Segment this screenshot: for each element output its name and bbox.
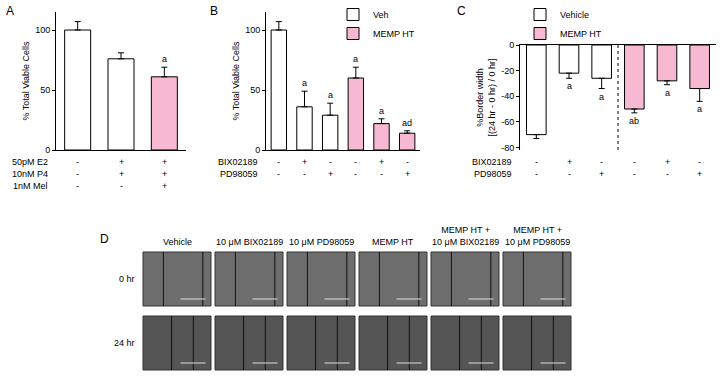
svg-text:MEMP HT: MEMP HT xyxy=(372,237,414,247)
svg-text:-: - xyxy=(354,169,357,179)
svg-text:MEMP HT: MEMP HT xyxy=(560,29,602,39)
svg-text:+: + xyxy=(162,169,167,179)
svg-text:+: + xyxy=(379,157,384,167)
svg-text:+: + xyxy=(697,169,702,179)
svg-text:a: a xyxy=(328,90,333,100)
svg-text:-: - xyxy=(535,169,538,179)
svg-text:PD98059: PD98059 xyxy=(220,169,258,179)
svg-text:-: - xyxy=(633,157,636,167)
svg-text:+: + xyxy=(162,181,167,191)
svg-text:-: - xyxy=(354,157,357,167)
svg-text:Vehicle: Vehicle xyxy=(560,10,589,20)
svg-text:% Total Viable Cells: % Total Viable Cells xyxy=(231,41,241,121)
svg-text:-: - xyxy=(600,157,603,167)
svg-text:+: + xyxy=(405,169,410,179)
svg-text:100: 100 xyxy=(35,25,50,35)
svg-text:+: + xyxy=(599,169,604,179)
svg-text:A: A xyxy=(6,4,14,18)
svg-text:50: 50 xyxy=(250,85,260,95)
svg-text:-20: -20 xyxy=(501,66,514,76)
svg-text:a: a xyxy=(599,92,604,102)
svg-text:100: 100 xyxy=(245,25,260,35)
svg-text:a: a xyxy=(353,54,358,64)
svg-text:ad: ad xyxy=(402,118,412,128)
svg-text:PD98059: PD98059 xyxy=(474,169,512,179)
svg-text:-40: -40 xyxy=(501,91,514,101)
svg-text:+: + xyxy=(119,157,124,167)
svg-text:10 μM BIX02189: 10 μM BIX02189 xyxy=(216,237,283,247)
svg-text:-: - xyxy=(329,157,332,167)
svg-text:a: a xyxy=(379,106,384,116)
svg-text:0: 0 xyxy=(255,145,260,155)
svg-text:% Total Viable Cells: % Total Viable Cells xyxy=(21,41,31,121)
svg-text:24 hr: 24 hr xyxy=(114,338,135,348)
svg-text:BIX02189: BIX02189 xyxy=(218,157,258,167)
svg-text:MEMP HT +10 μM BIX02189: MEMP HT +10 μM BIX02189 xyxy=(432,225,499,247)
svg-text:a: a xyxy=(665,88,670,98)
svg-text:+: + xyxy=(567,157,572,167)
svg-text:-60: -60 xyxy=(501,117,514,127)
svg-text:-: - xyxy=(406,157,409,167)
svg-text:+: + xyxy=(328,169,333,179)
svg-text:C: C xyxy=(457,4,466,18)
svg-text:-: - xyxy=(666,169,669,179)
svg-text:a: a xyxy=(567,81,572,91)
svg-text:10 μM PD98059: 10 μM PD98059 xyxy=(289,237,354,247)
svg-text:MEMP HT +10 μM PD98059: MEMP HT +10 μM PD98059 xyxy=(505,225,570,247)
svg-text:50: 50 xyxy=(40,85,50,95)
svg-text:a: a xyxy=(162,54,167,64)
svg-text:-: - xyxy=(120,181,123,191)
svg-text:-: - xyxy=(633,169,636,179)
svg-text:a: a xyxy=(302,78,307,88)
svg-text:-: - xyxy=(76,157,79,167)
svg-text:-: - xyxy=(76,181,79,191)
svg-text:-: - xyxy=(277,169,280,179)
svg-text:MEMP HT: MEMP HT xyxy=(373,29,415,39)
svg-text:Vehicle: Vehicle xyxy=(163,237,192,247)
svg-text:B: B xyxy=(210,4,218,18)
svg-text:-: - xyxy=(303,169,306,179)
svg-text:-: - xyxy=(76,169,79,179)
svg-text:50pM E2: 50pM E2 xyxy=(12,157,48,167)
svg-text:+: + xyxy=(302,157,307,167)
svg-text:BIX02189: BIX02189 xyxy=(472,157,512,167)
svg-text:-: - xyxy=(535,157,538,167)
svg-text:-: - xyxy=(380,169,383,179)
svg-text:-: - xyxy=(568,169,571,179)
svg-text:10nM P4: 10nM P4 xyxy=(12,169,48,179)
svg-text:ab: ab xyxy=(629,116,639,126)
svg-text:1nM Mel: 1nM Mel xyxy=(13,181,48,191)
svg-text:-: - xyxy=(698,157,701,167)
svg-text:-: - xyxy=(277,157,280,167)
svg-text:%Border width[(24 hr - 0 hr) /: %Border width[(24 hr - 0 hr) / 0 hr] xyxy=(475,58,497,136)
svg-text:0 hr: 0 hr xyxy=(119,274,135,284)
svg-text:+: + xyxy=(119,169,124,179)
svg-text:+: + xyxy=(665,157,670,167)
svg-text:0: 0 xyxy=(509,40,514,50)
svg-text:Veh: Veh xyxy=(373,10,389,20)
svg-text:0: 0 xyxy=(45,145,50,155)
svg-text:+: + xyxy=(162,157,167,167)
svg-text:a: a xyxy=(697,104,702,114)
svg-text:-80: -80 xyxy=(501,143,514,153)
svg-text:D: D xyxy=(100,232,109,246)
